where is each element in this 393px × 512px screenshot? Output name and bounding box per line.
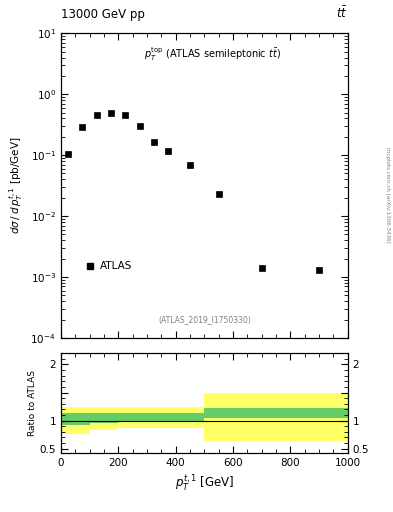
Text: $p_T^{\rm top}$ (ATLAS semileptonic $t\bar{t}$): $p_T^{\rm top}$ (ATLAS semileptonic $t\b… [145,46,281,63]
Y-axis label: $d\sigma\,/\,d\,p_T^{t,1}$ [pb/GeV]: $d\sigma\,/\,d\,p_T^{t,1}$ [pb/GeV] [8,137,25,234]
Text: ATLAS: ATLAS [100,261,132,271]
X-axis label: $p_T^{t,1}$ [GeV]: $p_T^{t,1}$ [GeV] [174,474,234,494]
Text: (ATLAS_2019_I1750330): (ATLAS_2019_I1750330) [158,315,251,324]
Text: mcplots.cern.ch [arXiv:1306.3436]: mcplots.cern.ch [arXiv:1306.3436] [385,147,389,242]
Y-axis label: Ratio to ATLAS: Ratio to ATLAS [28,370,37,436]
Text: $t\bar{t}$: $t\bar{t}$ [336,6,348,21]
Text: 13000 GeV pp: 13000 GeV pp [61,8,145,21]
